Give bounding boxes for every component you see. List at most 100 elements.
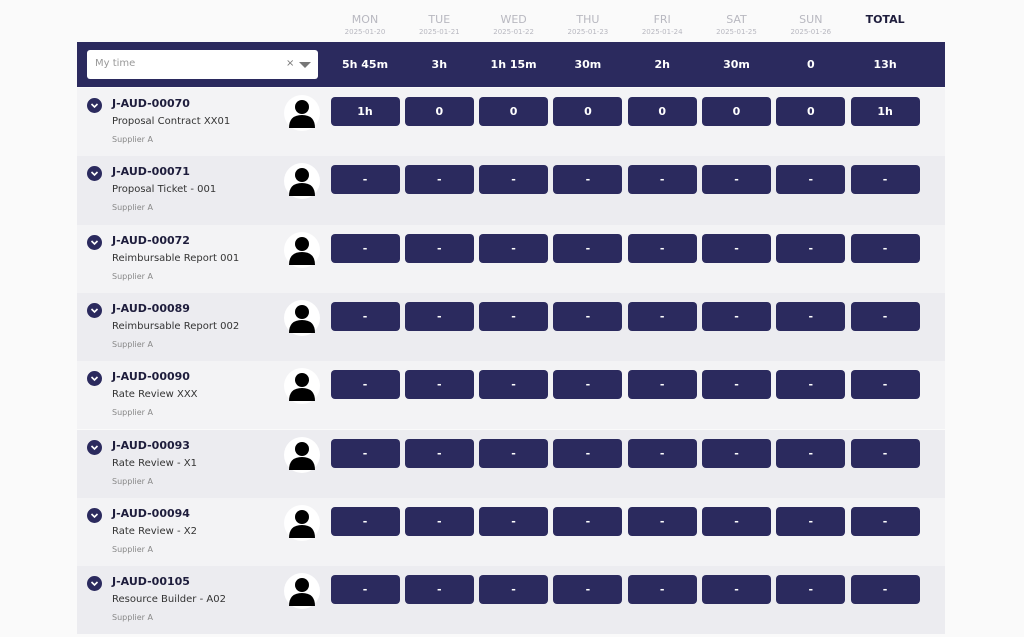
time-cell[interactable]: - xyxy=(479,233,549,263)
time-cell[interactable]: - xyxy=(404,165,474,195)
time-cell[interactable]: - xyxy=(702,233,771,263)
time-cell[interactable]: 1h xyxy=(330,97,400,126)
task-id[interactable]: J-AUD-00072 xyxy=(112,233,190,247)
time-cell[interactable]: - xyxy=(850,506,920,536)
time-cell[interactable]: - xyxy=(330,370,400,400)
task-id[interactable]: J-AUD-00105 xyxy=(112,575,190,589)
time-cell[interactable]: - xyxy=(702,370,771,400)
time-cell[interactable]: - xyxy=(479,370,549,400)
assignee-avatar xyxy=(284,95,320,131)
assignee-avatar xyxy=(284,299,320,336)
time-cell[interactable]: - xyxy=(776,233,846,263)
time-cell[interactable]: - xyxy=(330,506,400,536)
time-cell[interactable]: 0 xyxy=(404,97,474,126)
expand-toggle[interactable] xyxy=(87,371,102,387)
time-cell[interactable]: - xyxy=(702,575,771,605)
expand-toggle[interactable] xyxy=(87,302,102,318)
time-cell[interactable]: - xyxy=(479,575,549,605)
time-cell[interactable]: - xyxy=(776,301,846,331)
time-cell[interactable]: - xyxy=(850,165,920,195)
time-cell[interactable]: - xyxy=(850,233,920,263)
time-cell[interactable]: - xyxy=(627,370,697,400)
assignee-avatar xyxy=(284,436,320,473)
task-id[interactable]: J-AUD-00070 xyxy=(112,97,190,110)
time-cell[interactable]: 0 xyxy=(702,97,771,126)
time-cell[interactable]: - xyxy=(553,506,623,536)
expand-toggle[interactable] xyxy=(87,98,102,113)
time-cell[interactable]: - xyxy=(553,165,623,195)
time-cell[interactable]: - xyxy=(850,301,920,331)
time-cell[interactable]: - xyxy=(553,233,623,263)
time-cell[interactable]: - xyxy=(479,438,549,468)
time-cell[interactable]: 0 xyxy=(627,97,697,126)
day-name: FRI xyxy=(653,13,671,26)
time-cell[interactable]: - xyxy=(850,575,920,605)
task-title: Rate Review - X1 xyxy=(112,457,197,469)
supplier: Supplier A xyxy=(112,476,153,486)
total-value: 1h 15m xyxy=(490,58,537,71)
time-cell[interactable]: - xyxy=(330,438,400,468)
time-cell[interactable]: - xyxy=(479,165,549,195)
time-cell[interactable]: - xyxy=(627,301,697,331)
expand-toggle[interactable] xyxy=(87,439,102,455)
time-cell[interactable]: - xyxy=(404,575,474,605)
total-value: 2h xyxy=(654,58,670,71)
time-cell[interactable]: - xyxy=(330,575,400,605)
task-id[interactable]: J-AUD-00093 xyxy=(112,438,190,452)
time-cell[interactable]: - xyxy=(404,301,474,331)
time-cell[interactable]: - xyxy=(776,575,846,605)
assignee-avatar xyxy=(284,504,320,541)
time-cell[interactable]: - xyxy=(776,165,846,195)
time-cell[interactable]: - xyxy=(404,438,474,468)
dropdown-arrow[interactable] xyxy=(299,62,311,69)
task-id[interactable]: J-AUD-00089 xyxy=(112,301,190,315)
expand-toggle[interactable] xyxy=(87,166,102,182)
time-cell[interactable]: - xyxy=(702,301,771,331)
clear-button[interactable]: × xyxy=(286,58,295,69)
time-cell[interactable]: - xyxy=(553,301,623,331)
time-cell[interactable]: - xyxy=(330,233,400,263)
time-cell[interactable]: - xyxy=(479,506,549,536)
day-date: 2025-01-21 xyxy=(418,28,460,36)
time-cell[interactable]: - xyxy=(404,370,474,400)
time-cell[interactable]: - xyxy=(776,438,846,468)
time-cell[interactable]: - xyxy=(776,370,846,400)
expand-toggle[interactable] xyxy=(87,234,102,250)
time-cell[interactable]: 1h xyxy=(850,97,920,126)
time-cell[interactable]: - xyxy=(850,370,920,400)
time-cell[interactable]: 0 xyxy=(776,97,846,126)
time-filter[interactable]: My time × xyxy=(87,50,318,79)
task-id[interactable]: J-AUD-00094 xyxy=(112,506,190,520)
time-cell[interactable]: - xyxy=(404,506,474,536)
expand-toggle[interactable] xyxy=(87,507,102,523)
time-cell[interactable]: - xyxy=(627,506,697,536)
supplier: Supplier A xyxy=(112,135,153,144)
task-id[interactable]: J-AUD-00090 xyxy=(112,370,190,384)
time-cell[interactable]: - xyxy=(776,506,846,536)
total-label: TOTAL xyxy=(865,13,905,26)
time-cell[interactable]: 0 xyxy=(479,97,549,126)
time-cell[interactable]: - xyxy=(330,301,400,331)
time-cell[interactable]: - xyxy=(702,165,771,195)
time-cell[interactable]: 0 xyxy=(553,97,623,126)
time-cell[interactable]: - xyxy=(553,575,623,605)
time-cell[interactable]: - xyxy=(627,233,697,263)
task-id[interactable]: J-AUD-00071 xyxy=(112,165,190,179)
task-title: Proposal Contract XX01 xyxy=(112,116,231,127)
day-name: WED xyxy=(500,13,527,26)
time-cell[interactable]: - xyxy=(627,438,697,468)
assignee-avatar xyxy=(284,368,320,405)
day-name: MON xyxy=(351,13,379,26)
time-cell[interactable]: - xyxy=(553,370,623,400)
time-cell[interactable]: - xyxy=(553,438,623,468)
time-cell[interactable]: - xyxy=(702,506,771,536)
time-cell[interactable]: - xyxy=(702,438,771,468)
time-cell[interactable]: - xyxy=(627,575,697,605)
expand-toggle[interactable] xyxy=(87,576,102,592)
time-cell[interactable]: - xyxy=(479,301,549,331)
time-cell[interactable]: - xyxy=(850,438,920,468)
time-cell[interactable]: - xyxy=(404,233,474,263)
time-cell[interactable]: - xyxy=(627,165,697,195)
task-title: Reimbursable Report 002 xyxy=(112,320,240,332)
time-cell[interactable]: - xyxy=(330,165,400,195)
